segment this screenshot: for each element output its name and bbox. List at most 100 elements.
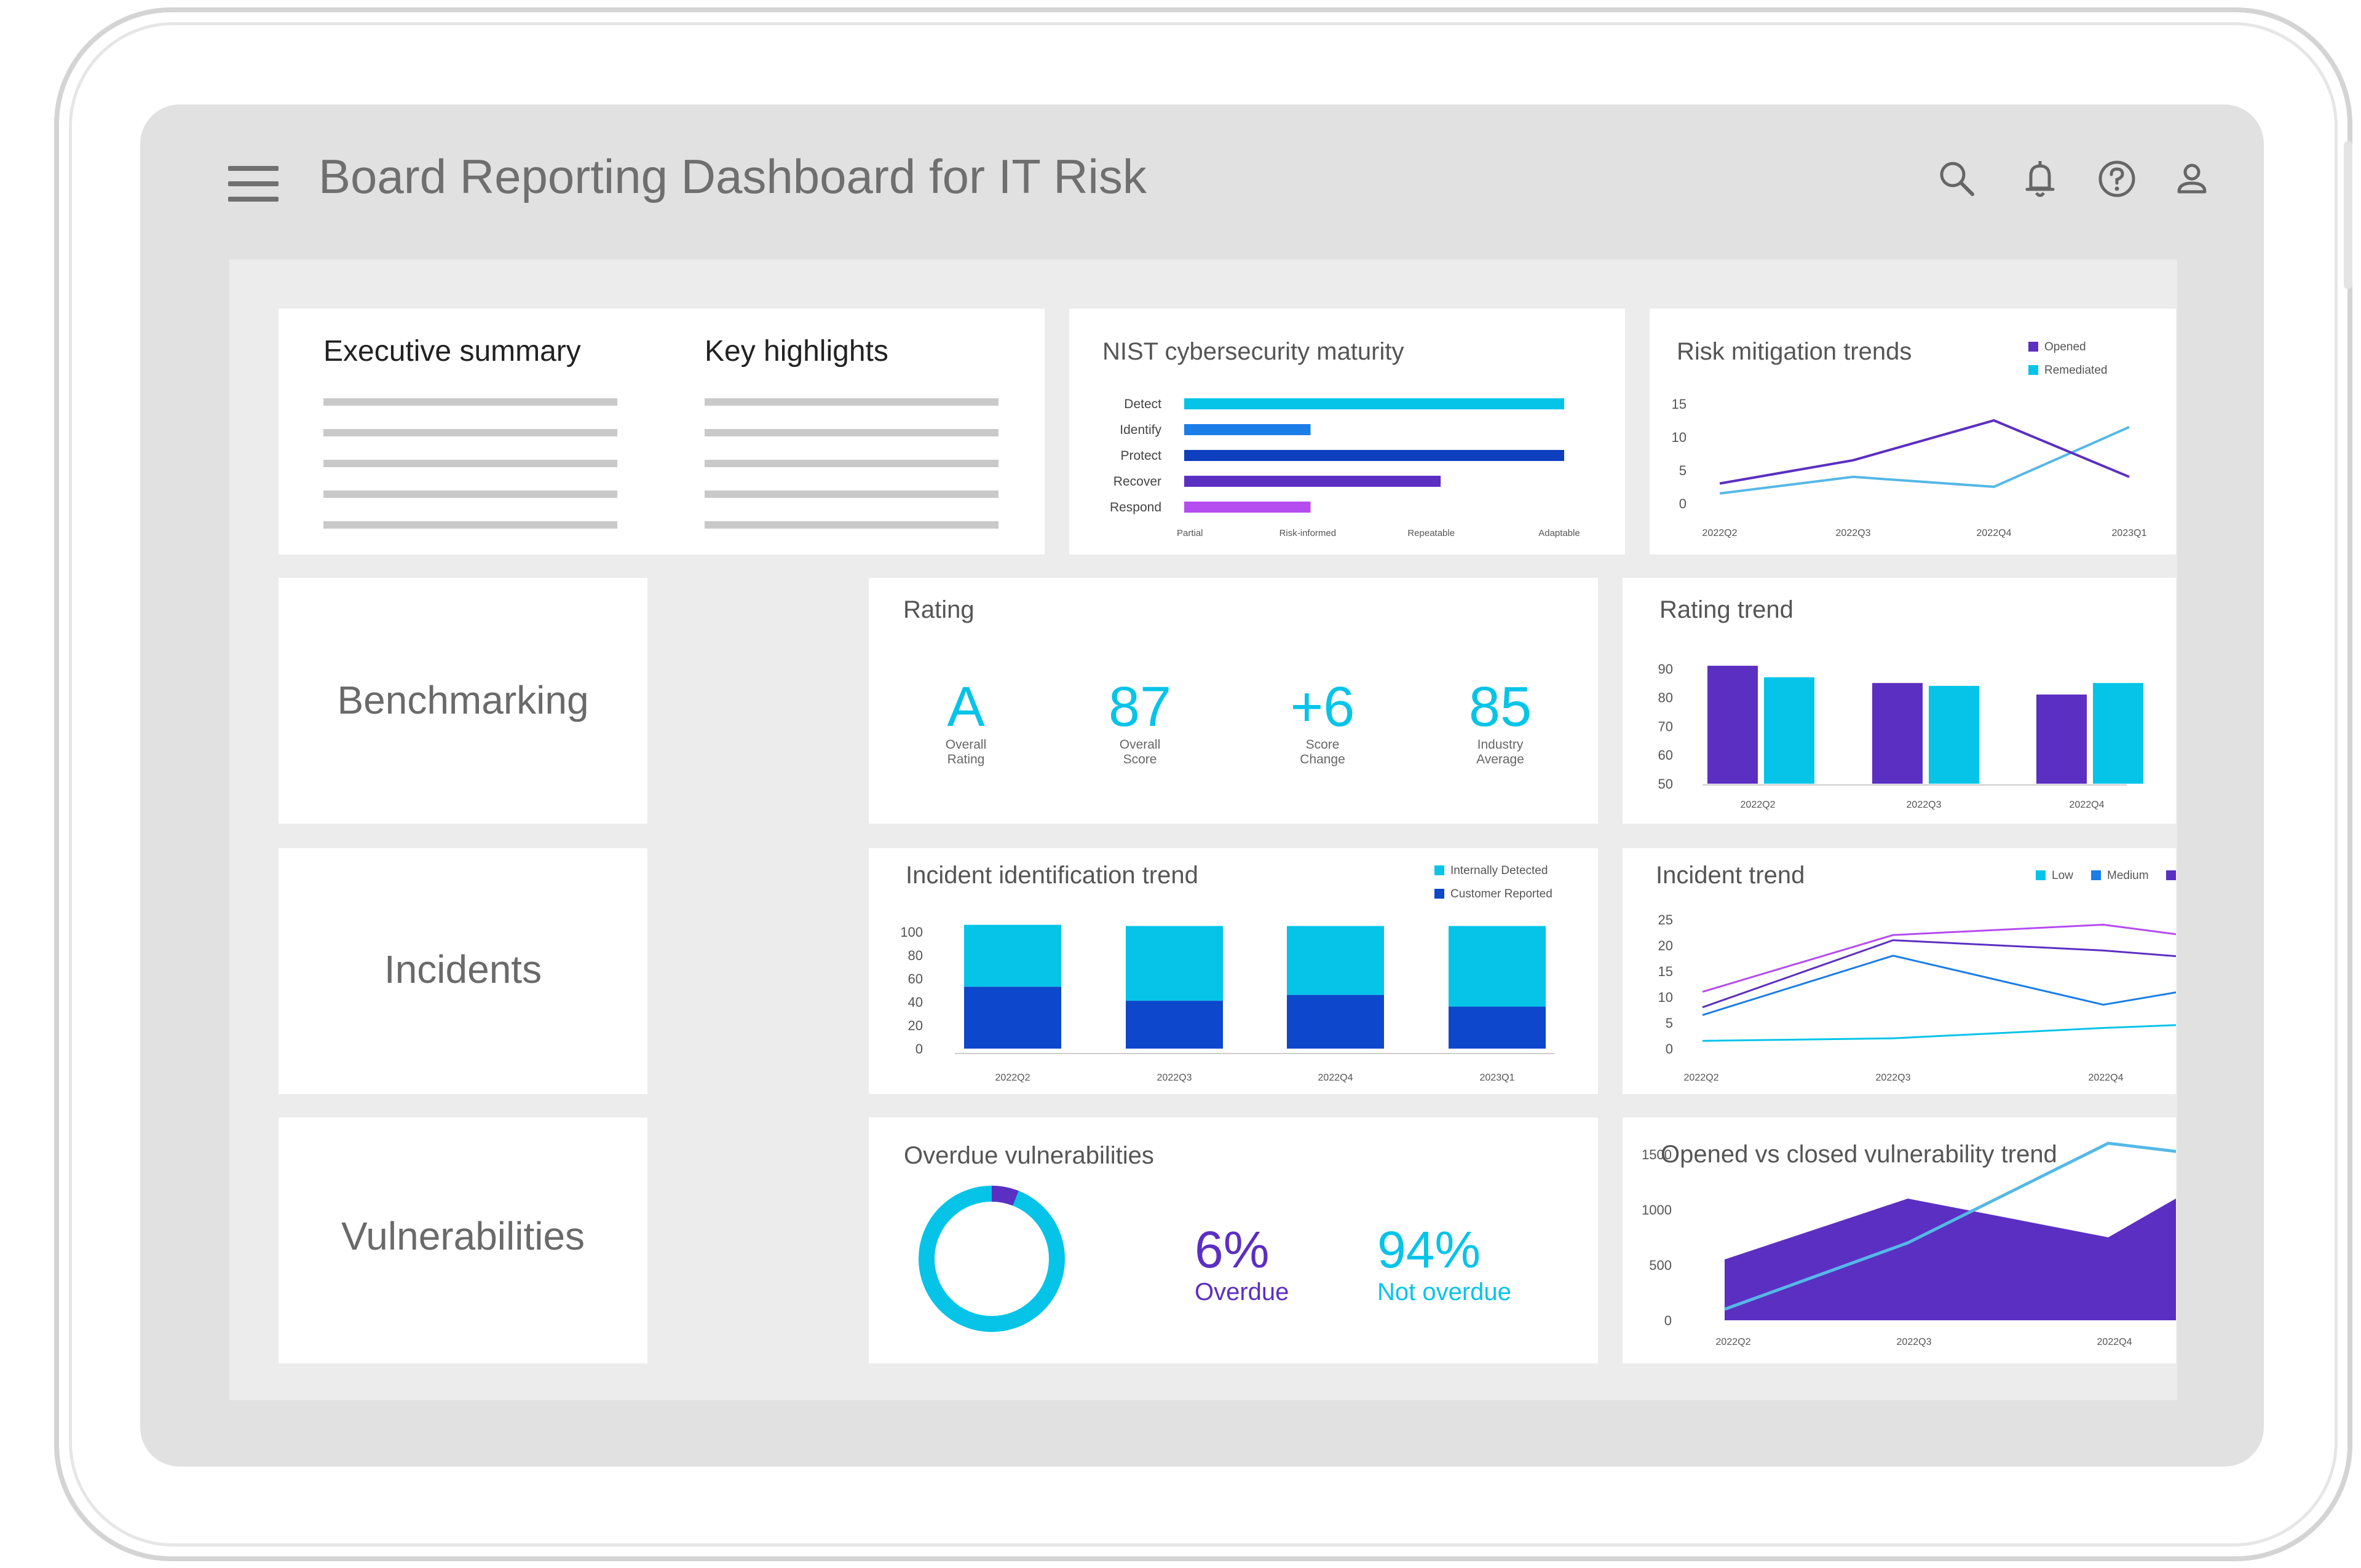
- summary-placeholder-line: [323, 521, 617, 529]
- nist-category-label: Identify: [1120, 423, 1161, 437]
- benchmarking-card[interactable]: Benchmarking: [279, 578, 647, 824]
- inctrend-y-tick: 15: [1658, 964, 1673, 979]
- inctrend-x-tick: 2022Q3: [1876, 1073, 1911, 1083]
- incident-identification-title: Incident identification trend: [906, 862, 1198, 889]
- rating-y-tick: 80: [1658, 690, 1673, 706]
- highlights-placeholder-line: [705, 521, 999, 529]
- incidents-card[interactable]: Incidents: [279, 848, 647, 1094]
- inctrend-y-tick: 25: [1658, 912, 1673, 928]
- risk-y-tick: 0: [1679, 496, 1687, 511]
- dashboard-content: Executive summary Key highlights NIST cy…: [229, 259, 2177, 1400]
- internally-detected-bar: [964, 924, 1061, 987]
- metric-value: A: [947, 676, 985, 738]
- highlights-placeholder-line: [705, 460, 999, 467]
- not-overdue-label: Not overdue: [1377, 1278, 1511, 1306]
- benchmarking-label: Benchmarking: [337, 678, 589, 722]
- vulnerability-trend-chart: 05001000150020002022Q22022Q32022Q42023Q1…: [1642, 1141, 2176, 1347]
- vuln-y-tick: 1000: [1642, 1202, 1672, 1218]
- overdue-percent: 6%: [1195, 1221, 1270, 1278]
- internally-detected-bar: [1126, 926, 1223, 1001]
- incidents-label: Incidents: [384, 947, 542, 991]
- key-highlights-title: Key highlights: [705, 335, 888, 368]
- remediated-line: [1719, 425, 2130, 495]
- bell-icon[interactable]: [2019, 157, 2062, 200]
- nist-title: NIST cybersecurity maturity: [1102, 338, 1404, 365]
- metric-value: +6: [1290, 676, 1355, 738]
- incid-y-tick: 100: [900, 924, 923, 940]
- summary-placeholder-line: [323, 460, 617, 467]
- vuln-x-tick: 2022Q3: [1897, 1337, 1932, 1347]
- nist-category-label: Respond: [1110, 500, 1161, 514]
- nist-category-label: Recover: [1113, 475, 1161, 489]
- nist-category-label: Detect: [1124, 397, 1161, 411]
- metric-label: Change: [1300, 752, 1345, 766]
- score-bar: [1872, 683, 1923, 784]
- risk-mitigation-card: Risk mitigation trends 0 5 10 15 2022Q2 2022Q…: [1650, 309, 2176, 554]
- customer-reported-bar: [1449, 1006, 1546, 1049]
- rating-card: Rating A Overall Rating 87 Overall Score…: [869, 578, 1598, 824]
- executive-summary-title: Executive summary: [323, 335, 581, 368]
- industry-bar: [1764, 677, 1814, 784]
- metric-label: Industry: [1477, 738, 1524, 752]
- device-side-button: [2344, 141, 2352, 289]
- industry-average-metric: 85 Industry Average: [1433, 676, 1568, 767]
- medium-line: [1702, 955, 2176, 1016]
- overdue-title: Overdue vulnerabilities: [904, 1142, 1154, 1169]
- help-icon[interactable]: [2095, 157, 2138, 200]
- incid-x-tick: 2022Q4: [1318, 1073, 1353, 1083]
- vuln-x-tick: 2022Q2: [1716, 1337, 1751, 1347]
- overdue-vulnerabilities-card: Overdue vulnerabilities 6% Overdue 94% N…: [869, 1117, 1598, 1363]
- search-icon[interactable]: [1936, 157, 1979, 200]
- score-bar: [1707, 666, 1758, 784]
- risk-x-tick: 2023Q1: [2112, 528, 2147, 538]
- internally-detected-bar: [1287, 926, 1384, 995]
- incident-identification-card: Incident identification trend 0 20 40 60 80 1…: [869, 848, 1598, 1094]
- metric-label: Overall: [945, 738, 987, 752]
- nist-bar: [1184, 502, 1311, 513]
- incid-x-tick: 2022Q3: [1157, 1073, 1192, 1083]
- user-icon[interactable]: [2170, 157, 2213, 200]
- score-change-metric: +6 Score Change: [1255, 676, 1390, 767]
- rating-y-tick: 90: [1658, 661, 1673, 677]
- not-overdue-percent: 94%: [1377, 1221, 1481, 1278]
- customer-reported-bar: [964, 987, 1061, 1049]
- rating-y-tick: 50: [1658, 776, 1673, 792]
- industry-bar: [1929, 685, 1979, 784]
- inctrend-legend-swatch: [2091, 870, 2101, 880]
- risk-mitigation-chart: 0 5 10 15 2022Q2 2022Q3 2022Q4 2023Q1 Opened Reme…: [1672, 341, 2147, 538]
- inctrend-x-tick: 2022Q2: [1684, 1073, 1719, 1083]
- incid-y-tick: 80: [908, 948, 923, 963]
- vulnerabilities-card[interactable]: Vulnerabilities: [279, 1117, 647, 1363]
- incident-trend-title: Incident trend: [1656, 862, 1805, 889]
- nist-category-label: Protect: [1120, 449, 1161, 463]
- risk-legend-swatch: [2028, 365, 2038, 375]
- overall-score-metric: 87 Overall Score: [1072, 676, 1208, 767]
- inctrend-y-tick: 10: [1658, 990, 1673, 1005]
- inctrend-legend-swatch: [2036, 870, 2046, 880]
- inctrend-x-tick: 2022Q4: [2089, 1073, 2124, 1083]
- vulnerability-trend-card: Opened vs closed vulnerability trend 0 50…: [1623, 1117, 2176, 1363]
- highlights-placeholder-line: [705, 429, 999, 436]
- nist-bar: [1184, 398, 1564, 409]
- overdue-label: Overdue: [1195, 1278, 1289, 1306]
- rating-y-tick: 60: [1658, 747, 1673, 763]
- rating-trend-card: Rating trend 50 60 70 80 90 2022Q2 2022Q3 2022Q…: [1623, 578, 2176, 824]
- rating-y-tick: 70: [1658, 719, 1673, 734]
- rating-x-tick: 2022Q4: [2070, 800, 2105, 810]
- rating-title: Rating: [903, 596, 975, 623]
- critical-line: [1702, 923, 2176, 993]
- overall-rating-metric: A Overall Rating: [898, 676, 1034, 767]
- summary-placeholder-line: [323, 429, 617, 436]
- risk-x-tick: 2022Q3: [1836, 528, 1871, 538]
- incid-legend-swatch: [1434, 889, 1444, 899]
- risk-legend-label: Remediated: [2044, 364, 2107, 377]
- vuln-y-tick: 500: [1649, 1258, 1672, 1273]
- overdue-arc: [919, 1186, 1065, 1332]
- menu-icon[interactable]: [228, 166, 279, 202]
- high-line: [1702, 939, 2176, 1009]
- app-screen: Board Reporting Dashboard for IT Risk Ex…: [140, 104, 2264, 1467]
- incid-x-tick: 2023Q1: [1480, 1073, 1515, 1083]
- inctrend-legend-label: Low: [2052, 869, 2073, 882]
- inctrend-y-tick: 20: [1658, 938, 1673, 953]
- incid-legend-swatch: [1434, 865, 1444, 875]
